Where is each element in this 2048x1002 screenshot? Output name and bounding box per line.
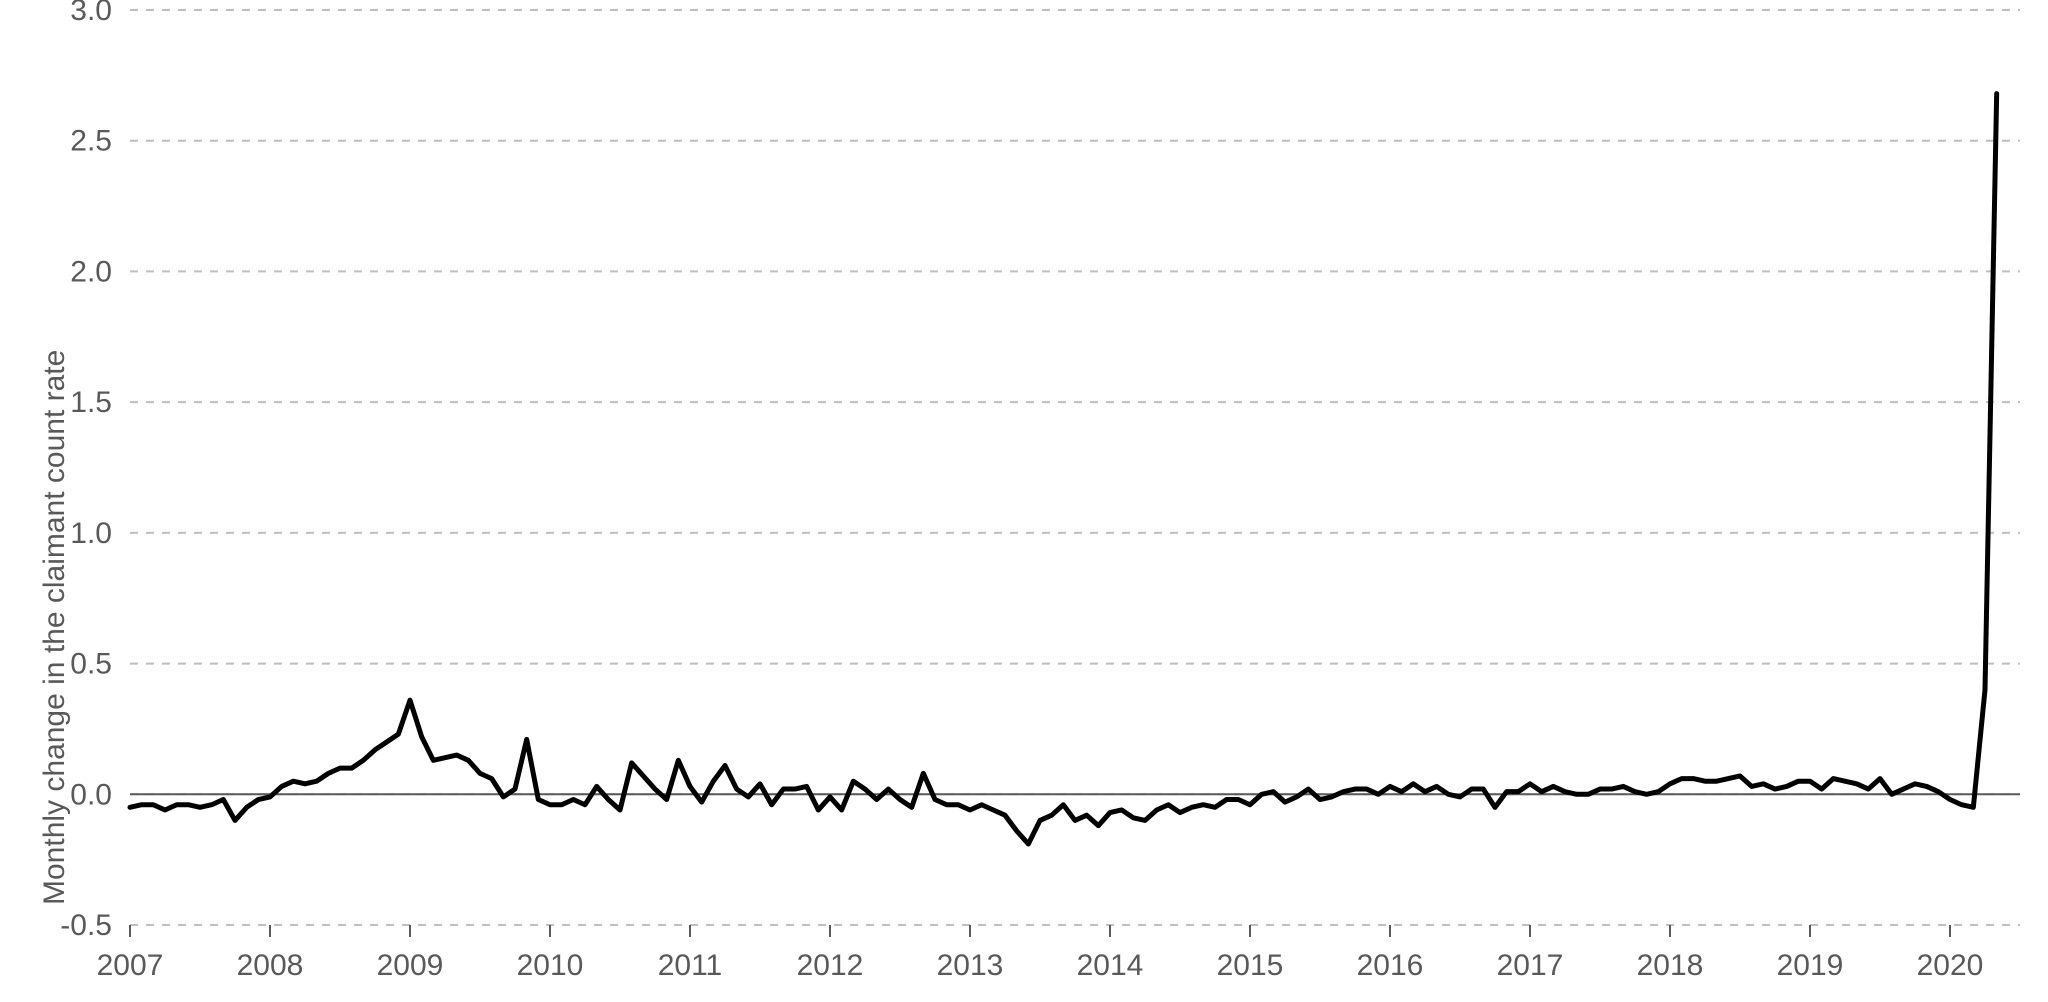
svg-text:2009: 2009 (377, 949, 444, 982)
svg-text:2008: 2008 (237, 949, 304, 982)
svg-text:2010: 2010 (517, 949, 584, 982)
svg-text:1.0: 1.0 (70, 517, 112, 550)
svg-text:2017: 2017 (1497, 949, 1564, 982)
svg-text:0.0: 0.0 (70, 778, 112, 811)
svg-text:2015: 2015 (1217, 949, 1284, 982)
svg-text:2.5: 2.5 (70, 125, 112, 158)
svg-text:2014: 2014 (1077, 949, 1144, 982)
svg-text:2019: 2019 (1777, 949, 1844, 982)
svg-text:2012: 2012 (797, 949, 864, 982)
svg-text:2007: 2007 (97, 949, 164, 982)
claimant-count-chart: -0.5 0.0 0.5 1.0 1.5 2.0 2.5 3.0 2007 2008 2009 201… (0, 0, 2048, 1002)
svg-text:0.5: 0.5 (70, 648, 112, 681)
svg-text:-0.5: -0.5 (60, 909, 112, 942)
chart-svg: -0.5 0.0 0.5 1.0 1.5 2.0 2.5 3.0 2007 2008 2009 201… (0, 0, 2048, 1002)
svg-text:2.0: 2.0 (70, 255, 112, 288)
svg-text:2016: 2016 (1357, 949, 1424, 982)
svg-text:2011: 2011 (658, 949, 723, 982)
svg-text:2020: 2020 (1917, 949, 1984, 982)
svg-text:3.0: 3.0 (70, 0, 112, 27)
y-axis-label: Monthly change in the claimant count rat… (38, 350, 72, 905)
svg-text:2013: 2013 (937, 949, 1004, 982)
svg-text:2018: 2018 (1637, 949, 1704, 982)
svg-text:1.5: 1.5 (70, 386, 112, 419)
